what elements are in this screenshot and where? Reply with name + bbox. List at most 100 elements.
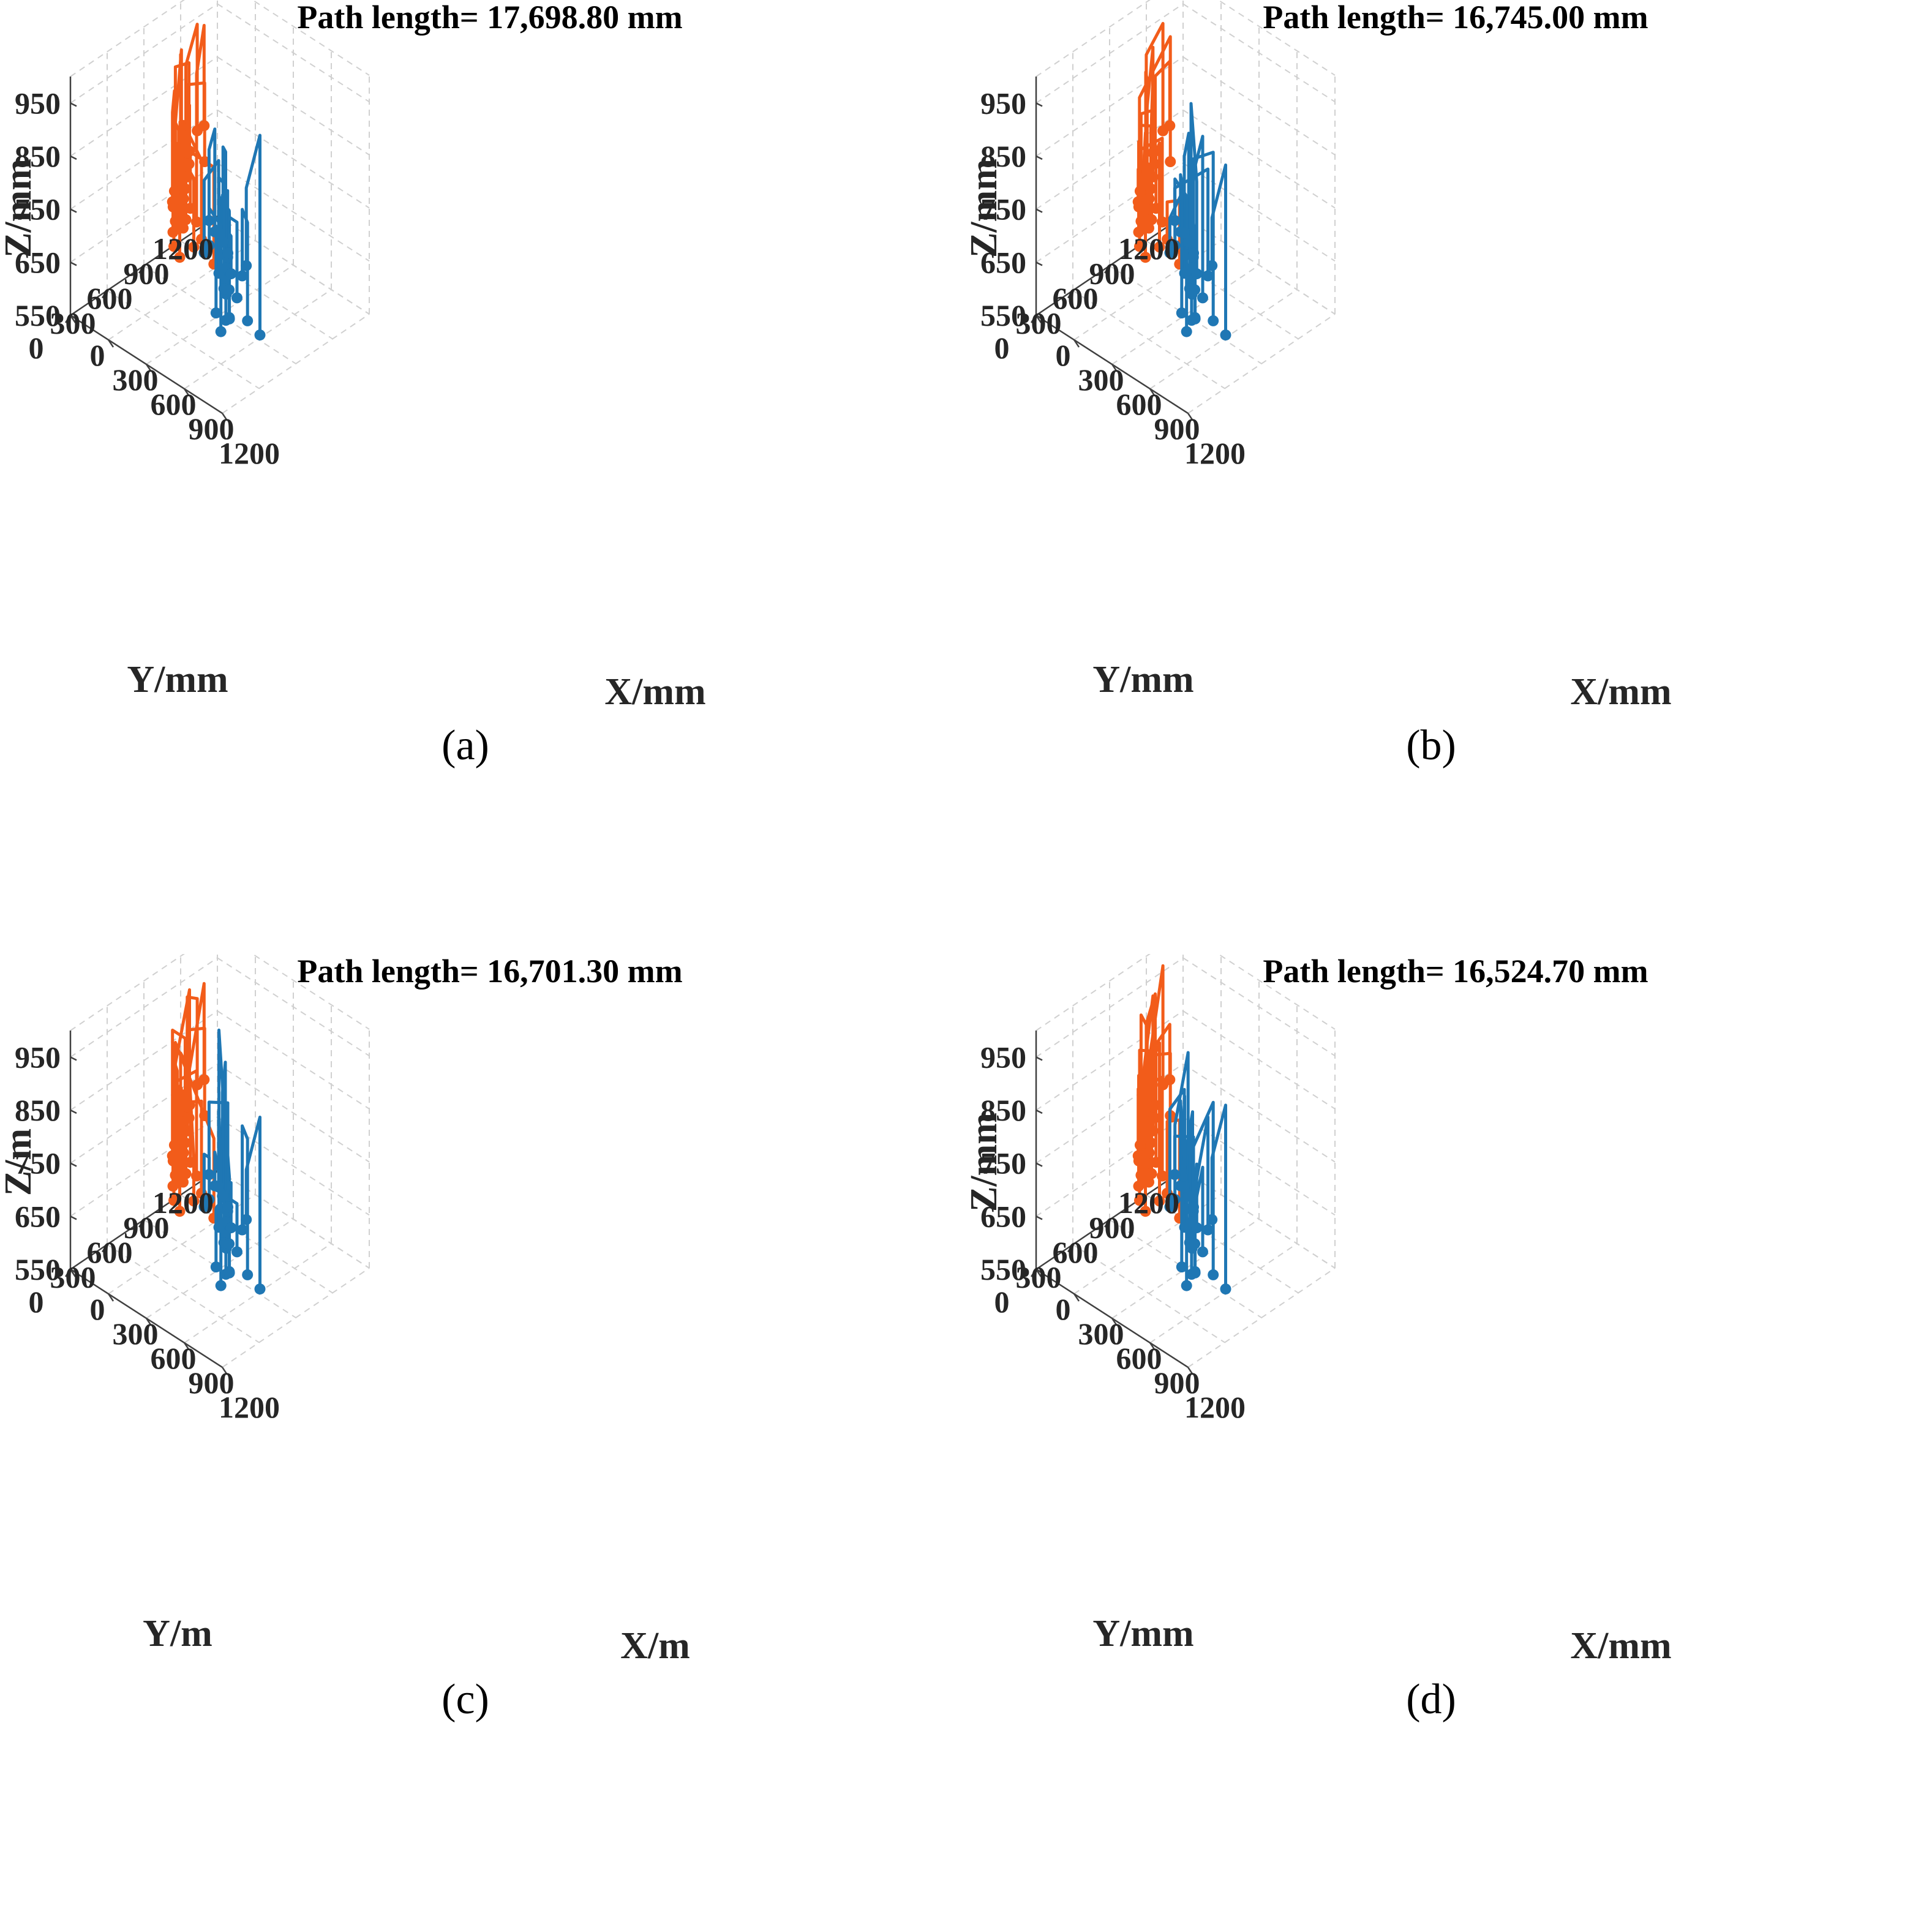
z-tick-mark	[1036, 261, 1043, 266]
path-point-orange	[1143, 193, 1155, 205]
z-tick-mark	[1036, 1056, 1043, 1061]
path-point-blue	[1176, 307, 1187, 319]
path-point-blue	[1206, 1214, 1218, 1225]
x-tick-mark	[183, 388, 190, 397]
y-tick-label: 300	[1016, 1260, 1062, 1294]
path-segment-blue	[244, 133, 261, 337]
z-tick-mark	[1036, 102, 1043, 107]
path-point-blue	[1208, 315, 1219, 326]
x-tick-mark	[221, 1367, 228, 1375]
x-tick-mark	[1035, 1269, 1042, 1277]
grid-line	[1217, 954, 1336, 1030]
x-tick-mark	[69, 315, 77, 323]
chart-svg-1: 5506507508509500300600900120003006009001…	[966, 0, 1672, 769]
path-point-orange	[176, 219, 187, 230]
path-point-blue	[1188, 1201, 1199, 1213]
y-tick-mark	[1030, 315, 1037, 323]
path-point-orange	[178, 1147, 189, 1159]
labels: 5506507508509500300600900120003006009001…	[966, 0, 1672, 769]
path-point-orange	[1140, 162, 1152, 173]
grid-line	[1146, 1194, 1299, 1294]
z-tick-mark	[1036, 1215, 1043, 1220]
path-point-orange	[174, 252, 186, 263]
path-point-orange	[168, 1140, 180, 1151]
grid-line	[1182, 1170, 1336, 1269]
path-point-orange	[1165, 156, 1176, 167]
panel-label: (c)	[442, 1676, 489, 1723]
z-tick-label: 550	[15, 1252, 61, 1286]
path-point-blue	[217, 236, 229, 247]
x-tick-label: 900	[1154, 411, 1200, 446]
grid-line	[217, 162, 370, 262]
path-point-orange	[179, 1137, 191, 1149]
path-point-blue	[224, 1238, 235, 1250]
x-tick-mark	[1187, 1367, 1194, 1375]
path-point-blue	[215, 1280, 227, 1291]
x-tick-mark	[107, 339, 115, 348]
x-tick-mark	[183, 1342, 190, 1351]
z-tick-label: 850	[980, 139, 1026, 173]
path-point-orange	[1140, 252, 1151, 263]
y-tick-label: 900	[1089, 1211, 1135, 1245]
path-point-blue	[224, 284, 235, 296]
chart-svg-0: 5506507508509500300600900120003006009001…	[0, 0, 706, 769]
z-axis-label: Z/mm	[966, 159, 1005, 258]
z-tick-label: 650	[980, 245, 1026, 279]
z-tick-label: 750	[980, 192, 1026, 227]
path-point-orange	[1154, 241, 1165, 253]
path-point-blue	[1183, 236, 1195, 247]
path-point-orange	[176, 1173, 187, 1184]
grid-line	[251, 0, 370, 76]
path-point-orange	[191, 1170, 202, 1182]
path-segment-orange	[171, 116, 192, 210]
path-point-blue	[213, 227, 224, 239]
grid-line	[70, 954, 185, 1031]
chart-title: Path length= 16,524.70 mm	[1263, 954, 1648, 990]
y-tick-label: 600	[87, 1235, 133, 1269]
path-point-orange	[1150, 1157, 1162, 1168]
path-segment-blue	[1210, 1103, 1227, 1291]
path-point-blue	[236, 270, 248, 282]
path-point-orange	[192, 1079, 203, 1091]
x-axis-label: X/mm	[604, 671, 705, 713]
path-point-blue	[231, 292, 242, 304]
path-point-blue	[1197, 1246, 1208, 1258]
path-point-blue	[236, 1224, 248, 1236]
grid-line	[1217, 0, 1336, 76]
z-tick-mark	[70, 1215, 77, 1220]
path-point-blue	[254, 1283, 266, 1295]
path-point-orange	[1141, 219, 1153, 230]
z-tick-label: 950	[980, 86, 1026, 120]
x-tick-mark	[1111, 1318, 1118, 1326]
path-point-orange	[1157, 1079, 1169, 1091]
path-point-blue	[1189, 284, 1201, 296]
x-tick-mark	[145, 364, 152, 372]
path-point-orange	[181, 1101, 193, 1113]
x-tick-label: 300	[113, 1316, 159, 1351]
y-tick-label: 900	[124, 257, 170, 291]
z-tick-label: 950	[980, 1040, 1026, 1074]
z-tick-mark	[70, 1056, 77, 1061]
z-tick-mark	[70, 261, 77, 266]
z-tick-label: 950	[15, 1040, 61, 1074]
y-tick-label: 600	[1053, 1235, 1099, 1269]
path-point-blue	[213, 1181, 224, 1193]
path-point-orange	[191, 216, 202, 228]
path-point-orange	[1141, 1173, 1153, 1184]
path-point-orange	[168, 1155, 179, 1166]
chart-svg-3: 5506507508509500300600900120003006009001…	[966, 954, 1672, 1723]
path-point-orange	[188, 241, 200, 253]
chart-title: Path length= 17,698.80 mm	[297, 0, 682, 36]
path-point-blue	[242, 315, 254, 326]
path-point-blue	[1164, 247, 1176, 258]
path-point-orange	[168, 241, 179, 252]
path-point-orange	[178, 193, 189, 205]
y-tick-label: 900	[1089, 257, 1135, 291]
y-tick-mark	[1103, 265, 1111, 274]
y-tick-mark	[101, 290, 108, 299]
x-tick-label: 300	[1078, 362, 1124, 397]
path-point-blue	[198, 1201, 210, 1212]
z-tick-mark	[1036, 208, 1043, 213]
path-point-orange	[1134, 1195, 1145, 1206]
grid-line	[222, 314, 370, 414]
